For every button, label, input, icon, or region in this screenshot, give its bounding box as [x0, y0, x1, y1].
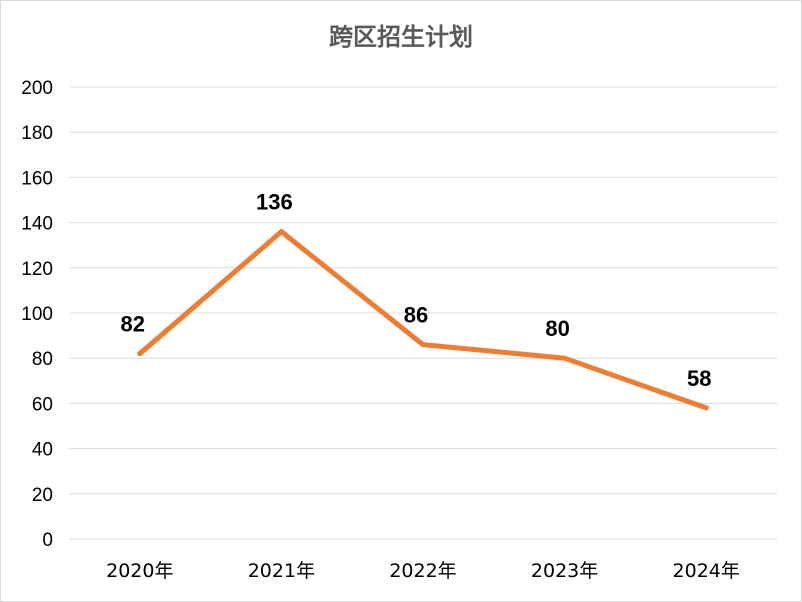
- y-tick-label: 80: [32, 349, 53, 370]
- data-point: [137, 351, 143, 357]
- y-axis-ticks: 0 20 40 60 80 100 120 140 160 180 200: [21, 78, 53, 551]
- y-tick-label: 180: [21, 123, 53, 144]
- y-tick-label: 0: [42, 530, 53, 551]
- data-point: [278, 229, 284, 235]
- chart-title: 跨区招生计划: [329, 23, 473, 51]
- data-labels: 82 136 86 80 58: [121, 190, 712, 391]
- data-label: 82: [121, 312, 145, 337]
- data-point: [562, 355, 568, 361]
- x-tick-label: 2021年: [248, 560, 315, 582]
- x-tick-label: 2020年: [106, 560, 173, 582]
- x-axis-ticks: 2020年 2021年 2022年 2023年 2024年: [106, 560, 740, 582]
- y-tick-label: 40: [32, 440, 53, 461]
- y-tick-label: 120: [21, 259, 53, 280]
- data-label: 136: [256, 190, 293, 215]
- x-tick-label: 2022年: [389, 560, 456, 582]
- data-label: 86: [404, 303, 428, 328]
- y-tick-label: 20: [32, 485, 53, 506]
- y-tick-label: 200: [21, 78, 53, 99]
- y-tick-label: 100: [21, 304, 53, 325]
- data-point: [703, 405, 709, 411]
- x-tick-label: 2024年: [673, 560, 740, 582]
- data-label: 80: [545, 316, 569, 341]
- y-tick-label: 60: [32, 394, 53, 415]
- y-tick-label: 140: [21, 214, 53, 235]
- data-point: [420, 342, 426, 348]
- x-tick-label: 2023年: [531, 560, 598, 582]
- y-tick-label: 160: [21, 168, 53, 189]
- data-label: 58: [687, 366, 711, 391]
- series-layer: [137, 229, 709, 411]
